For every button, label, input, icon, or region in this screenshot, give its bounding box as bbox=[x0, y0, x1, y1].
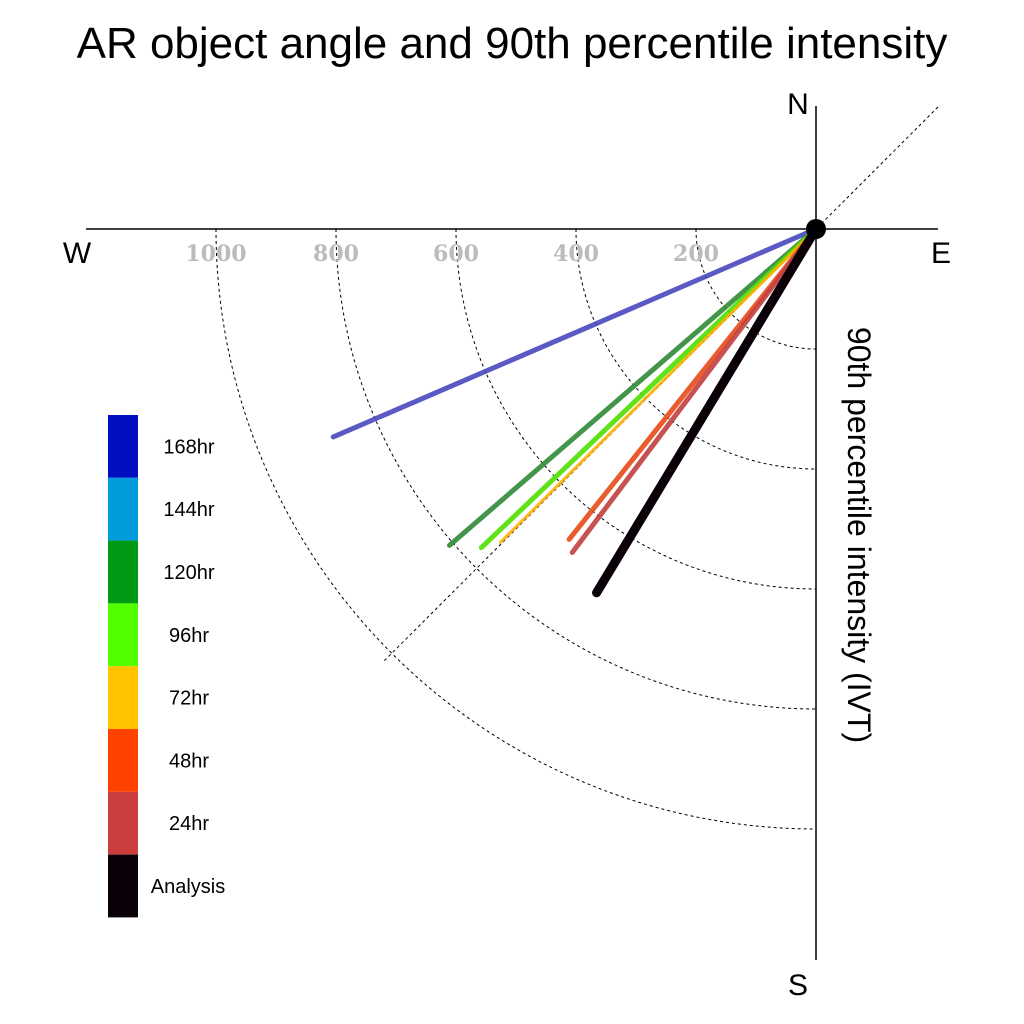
chart-title: AR object angle and 90th percentile inte… bbox=[77, 19, 948, 68]
series-line-analysis bbox=[592, 224, 821, 598]
direction-east: E bbox=[931, 237, 951, 270]
series-line-72hr bbox=[499, 227, 818, 544]
grid-arc bbox=[215, 228, 817, 830]
legend-swatch-168hr bbox=[108, 415, 138, 478]
legend-swatch-24hr bbox=[108, 791, 138, 855]
legend-swatch-72hr bbox=[108, 666, 138, 729]
legend-label: Analysis bbox=[151, 876, 225, 898]
legend-label: 72hr bbox=[169, 688, 209, 710]
direction-north: N bbox=[787, 88, 809, 121]
radial-axis-label: 90th percentile intensity (IVT) bbox=[841, 327, 877, 743]
radial-tick-labels: 200 400 600 800 1000 bbox=[185, 241, 719, 267]
legend: 168hr 144hr 120hr 96hr 72hr 48hr 24hr Analysis bbox=[108, 415, 225, 918]
radial-tick-label: 200 bbox=[673, 241, 719, 267]
series-line-168hr bbox=[330, 226, 819, 440]
grid-arc bbox=[695, 228, 817, 350]
direction-west: W bbox=[63, 237, 92, 270]
series-line-96hr bbox=[478, 226, 819, 551]
legend-swatch-48hr bbox=[108, 729, 138, 792]
legend-swatch-144hr bbox=[108, 477, 138, 541]
legend-swatch-120hr bbox=[108, 540, 138, 604]
legend-label: 48hr bbox=[169, 750, 209, 772]
radial-tick-label: 800 bbox=[313, 241, 359, 267]
legend-swatch-analysis bbox=[108, 854, 138, 918]
radial-tick-label: 600 bbox=[433, 241, 479, 267]
legend-label: 120hr bbox=[163, 562, 214, 584]
legend-label: 96hr bbox=[169, 625, 209, 647]
series-lines bbox=[330, 224, 821, 598]
series-line-24hr bbox=[569, 226, 819, 555]
legend-label: 24hr bbox=[169, 813, 209, 835]
radial-tick-label: 400 bbox=[553, 241, 599, 267]
origin-marker bbox=[806, 219, 826, 239]
legend-swatch-96hr bbox=[108, 603, 138, 667]
legend-label: 168hr bbox=[163, 436, 214, 458]
legend-label: 144hr bbox=[163, 499, 214, 521]
series-line-120hr bbox=[446, 226, 819, 548]
radial-tick-label: 1000 bbox=[185, 241, 246, 267]
direction-south: S bbox=[788, 969, 808, 1002]
